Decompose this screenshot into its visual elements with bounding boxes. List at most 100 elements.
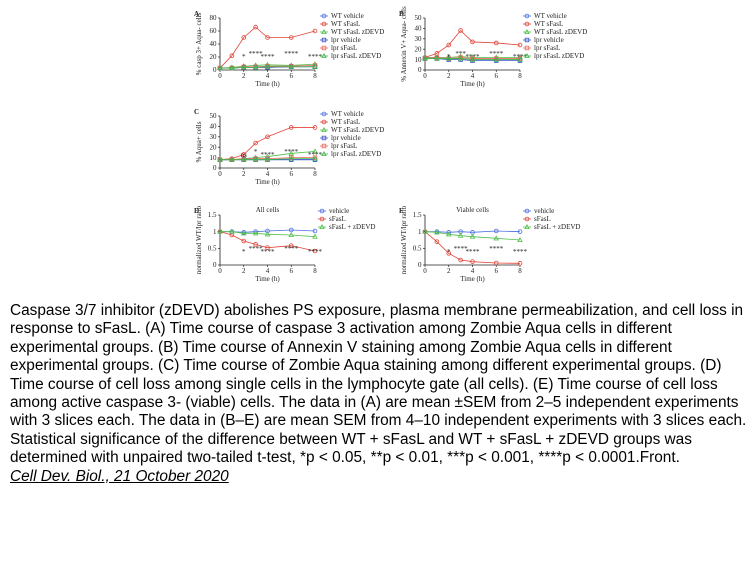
data-point [264,63,271,69]
legend-marker [524,28,530,35]
x-tick-label: 2 [242,267,246,275]
data-point [265,35,270,40]
legend-entry: WT vehicle [523,12,567,20]
legend-entry: WT sFasL zDEVD [523,28,587,36]
significance-marker: **** [513,53,528,61]
significance-marker: **** [308,53,323,61]
x-tick-label: 2 [447,267,451,275]
data-point [493,40,499,46]
y-tick-label: 0 [213,261,217,269]
legend-entry: WT vehicle [320,12,364,20]
x-tick-label: 0 [218,170,222,178]
chart-d-title: All cells [256,206,280,214]
chart-d-svg: D All cells 0 0.5 1 1.5 0 2 4 6 8 Time (h) normalize… [194,205,375,283]
legend-marker [524,45,530,51]
data-point [229,65,235,71]
chart-d-series-2 [217,228,318,239]
x-tick-label: 6 [290,170,294,178]
series-line [424,57,520,59]
legend-label: lpr sFasL zDEVD [534,52,584,60]
chart-e-title: Viable cells [456,206,489,214]
series-line [219,231,316,252]
chart-c-panel-label: C [194,108,199,116]
significance-marker: * [254,148,258,156]
series-line [220,158,315,161]
legend-marker [524,223,530,230]
data-point [517,236,523,242]
data-point [252,230,259,236]
y-tick-label: 40 [415,25,423,33]
legend-marker [321,135,327,141]
legend-entry: vehicle [523,207,554,215]
data-point [288,243,294,248]
data-point [288,125,294,130]
x-tick-label: 0 [423,72,427,80]
legend-label: sFasL + zDEVD [534,223,580,231]
x-tick-label: 2 [447,72,451,80]
legend-entry: sFasL [523,215,551,223]
chart-c-xlabel: Time (h) [255,178,280,186]
chart-d-axes [219,215,315,266]
figure-panel-b: B 0 10 20 30 40 50 0 2 4 6 8 Time (h)% Annexin V+ Aq… [395,6,587,95]
chart-b-xlabel: Time (h) [460,80,485,88]
legend-marker [321,45,327,51]
series-line [425,58,520,60]
legend-entry: lpr sFasL [523,44,560,52]
y-tick-label: 30 [210,133,218,141]
significance-marker: * [447,248,451,256]
significance-marker: **** [489,50,504,58]
data-point [312,155,318,161]
journal-link[interactable]: Cell Dev. Biol., 21 October 2020 [10,467,229,485]
legend-marker [524,13,530,19]
data-point [493,260,499,266]
legend-label: vehicle [329,207,349,215]
legend-label: sFasL [329,215,346,223]
data-point [265,245,270,250]
legend-entry: lpr sFasL zDEVD [320,150,381,158]
legend-entry: WT sFasL [320,20,360,28]
x-tick-label: 8 [518,72,522,80]
chart-a-ylabel: % casp 3+ Aqua- cells [195,12,203,75]
caption-text: Caspase 3/7 inhibitor (zDEVD) abolishes … [10,302,747,467]
x-tick-label: 6 [495,267,499,275]
legend-entry: lpr vehicle [523,36,564,44]
legend-entry: lpr vehicle [320,134,361,142]
y-tick-label: 10 [415,56,423,64]
legend-label: WT sFasL [534,20,563,28]
legend-label: WT vehicle [331,12,364,20]
figure-panel-c: C 0 10 20 30 40 50 0 2 4 6 8 Time (h)% Aqua+ cells ns… [190,108,384,193]
y-tick-label: 40 [210,123,218,131]
significance-marker: **** [261,248,276,256]
series-line [424,231,521,241]
legend-label: WT vehicle [331,110,364,118]
data-point [241,238,247,244]
legend-entry: lpr vehicle [320,36,361,44]
data-point [517,42,523,48]
y-tick-label: 1 [418,228,422,236]
significance-marker: **** [466,53,481,61]
data-point [253,140,258,146]
significance-marker: * [242,53,246,61]
data-point [264,156,271,162]
legend-marker [319,216,325,222]
legend-entry: WT sFasL [320,118,360,126]
data-point [253,242,258,247]
data-point [434,239,440,244]
legend-marker [524,21,530,27]
data-point [422,55,428,61]
significance-marker: **** [261,53,276,61]
series-line [219,26,316,69]
significance-marker: **** [513,248,528,256]
significance-marker: **** [284,245,299,253]
y-tick-label: 60 [210,27,218,35]
legend-marker [321,119,327,125]
legend-entry: sFasL [318,215,346,223]
legend-entry: sFasL + zDEVD [318,223,375,231]
legend-entry: lpr sFasL zDEVD [320,52,381,60]
legend-marker [524,52,530,58]
data-point [445,231,452,237]
data-point [422,54,428,60]
data-point [265,134,270,140]
x-tick-label: 6 [495,72,499,80]
